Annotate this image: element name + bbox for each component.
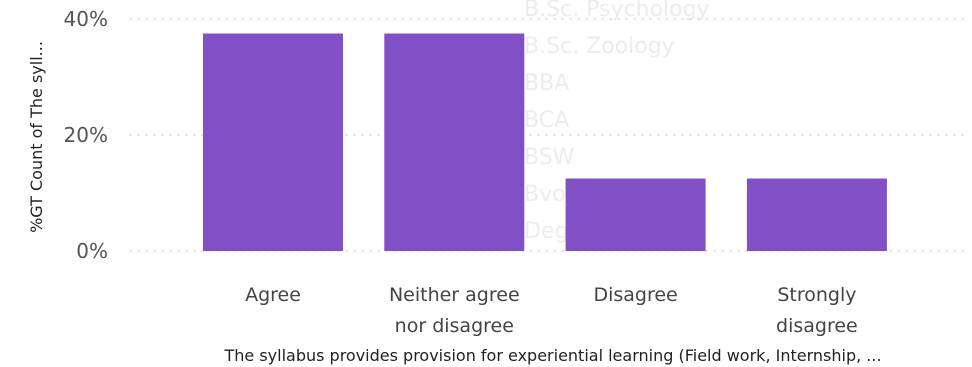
bar bbox=[746, 178, 887, 251]
background-ghost-text: BCA bbox=[524, 108, 569, 133]
bar bbox=[565, 178, 706, 251]
x-category-label: Agree bbox=[245, 284, 301, 306]
x-category-label: Neither agree bbox=[389, 284, 520, 306]
background-ghost-text: BBA bbox=[524, 71, 569, 96]
x-axis-categories: Agree Neither agree nor disagree Disagree St… bbox=[245, 284, 858, 337]
background-ghost-text: B.Sc. Zoology bbox=[524, 34, 675, 59]
y-axis-title: %GT Count of The syll... bbox=[27, 41, 46, 233]
bar bbox=[203, 33, 343, 251]
y-tick-label: 40% bbox=[64, 7, 108, 31]
bars bbox=[203, 33, 887, 251]
bar bbox=[384, 33, 525, 251]
y-tick-label: 20% bbox=[64, 123, 108, 147]
x-category-label: disagree bbox=[776, 315, 858, 337]
background-ghost-text: BSW bbox=[524, 145, 575, 170]
background-ghost-text: B.Sc. Psychology bbox=[524, 0, 710, 22]
x-axis-title: The syllabus provides provision for expe… bbox=[223, 346, 881, 365]
x-category-label: Disagree bbox=[593, 284, 677, 306]
y-axis-ticks: 0% 20% 40% bbox=[64, 7, 108, 263]
x-category-label: nor disagree bbox=[395, 315, 514, 337]
y-tick-label: 0% bbox=[76, 239, 108, 263]
x-category-label: Strongly bbox=[777, 284, 856, 306]
